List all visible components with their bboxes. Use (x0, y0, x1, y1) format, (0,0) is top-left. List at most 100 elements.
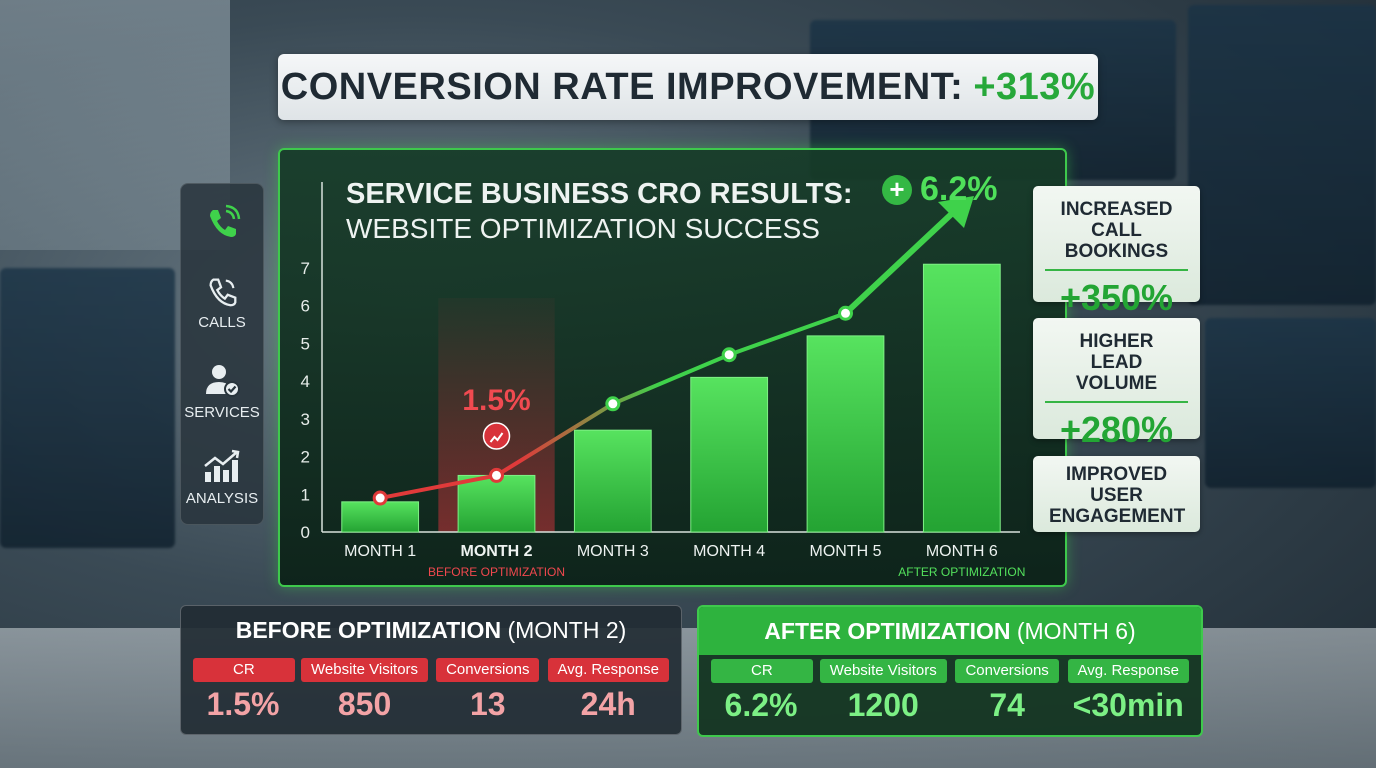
stat-value: 6.2% (724, 687, 798, 723)
trend-point (721, 347, 737, 363)
user-check-icon (206, 365, 240, 397)
y-tick-label: 6 (301, 297, 310, 316)
y-tick-label: 3 (301, 410, 310, 429)
phone-ring-icon (210, 204, 241, 237)
trend-arrow-head (938, 196, 974, 228)
sidebar-item-analysis[interactable]: ANALYSIS (181, 446, 263, 507)
bar (922, 263, 1001, 533)
x-tick-label: MONTH 2 (461, 543, 533, 560)
stat-label: Website Visitors (819, 659, 947, 683)
metric-card-call-bookings: INCREASED CALL BOOKINGS +350% (1033, 186, 1200, 318)
x-tick-label: MONTH 3 (577, 543, 649, 560)
after-stat-cr: CR 6.2% (711, 659, 813, 724)
stat-value: <30min (1072, 687, 1184, 723)
y-tick-label: 7 (301, 259, 310, 278)
bar (457, 474, 536, 533)
after-value-text: 6.2% (920, 170, 998, 208)
stat-label: Avg. Response (547, 658, 669, 682)
sidebar-label-analysis: ANALYSIS (185, 490, 259, 507)
before-stat-conversions: Conversions 13 (436, 658, 540, 723)
stat-label: Website Visitors (301, 658, 429, 682)
stat-value: 24h (580, 686, 636, 722)
before-optimization-panel: BEFORE OPTIMIZATION (MONTH 2) CR 1.5% We… (180, 605, 682, 735)
after-stats: CR 6.2% Website Visitors 1200 Conversion… (711, 659, 1189, 724)
chart-title: SERVICE BUSINESS CRO RESULTS: WEBSITE OP… (346, 178, 853, 245)
metric-card-lead-volume: HIGHER LEAD VOLUME +280% (1033, 318, 1200, 450)
background-monitor-left (0, 268, 175, 548)
bar-trend-icon (204, 449, 240, 482)
stat-value: 850 (337, 686, 392, 722)
stat-value: 13 (469, 686, 506, 722)
title-banner: CONVERSION RATE IMPROVEMENT: +313% (278, 54, 1098, 120)
bar (341, 501, 420, 533)
x-tick-label: MONTH 5 (810, 543, 882, 560)
trend-arrow-shaft (843, 203, 963, 316)
stat-value: 74 (989, 687, 1025, 723)
chart-up-icon (482, 422, 511, 450)
banner-value: +313% (973, 65, 1096, 108)
before-stats: CR 1.5% Website Visitors 850 Conversions… (193, 658, 669, 723)
y-tick-label: 0 (301, 523, 310, 542)
after-panel-subtitle: (MONTH 6) (1016, 618, 1136, 644)
stat-label: CR (193, 658, 295, 682)
metric-divider (1045, 269, 1188, 271)
after-value-callout: + 6.2% (882, 170, 998, 209)
bar (806, 335, 885, 533)
chart-title-line2: WEBSITE OPTIMIZATION SUCCESS (346, 213, 820, 244)
sidebar-label-calls: CALLS (198, 314, 246, 331)
y-tick-label: 1 (301, 485, 310, 504)
after-optimization-panel: AFTER OPTIMIZATION (MONTH 6) CR 6.2% Web… (697, 605, 1203, 737)
metric-label: INCREASED CALL BOOKINGS (1060, 199, 1173, 262)
trend-point (838, 305, 853, 321)
after-panel-title: AFTER OPTIMIZATION (764, 618, 1011, 644)
sidebar: CALLS SERVICES ANALYSIS (180, 183, 264, 525)
metric-card-user-engagement: IMPROVED USER ENGAGEMENT (1033, 456, 1200, 532)
metric-divider (1045, 401, 1188, 403)
banner-text: CONVERSION RATE IMPROVEMENT: (280, 65, 964, 108)
y-tick-label: 5 (301, 334, 310, 353)
metric-label: HIGHER LEAD VOLUME (1075, 331, 1158, 394)
chart-up-icon-stroke (489, 432, 504, 443)
sidebar-item-calls[interactable]: CALLS (181, 272, 263, 331)
after-stat-conversions: Conversions 74 (955, 659, 1059, 724)
phone-icon (209, 278, 237, 307)
plus-circle-icon: + (882, 174, 912, 205)
chart-panel: 0 1 2 3 4 5 6 7 MONTH 1 MONTH 2 MONTH 3 MONTH 4 MONT… (278, 148, 1067, 587)
sidebar-item-phone[interactable] (181, 202, 263, 246)
metric-label: IMPROVED USER ENGAGEMENT (1049, 464, 1186, 527)
after-stat-visitors: Website Visitors 1200 (819, 659, 947, 724)
metric-value: +280% (1059, 409, 1174, 450)
sidebar-label-services: SERVICES (184, 404, 260, 421)
sidebar-item-services[interactable]: SERVICES (181, 360, 263, 421)
after-stat-response: Avg. Response <30min (1067, 659, 1189, 724)
x-tick-label: MONTH 6 (926, 543, 998, 560)
stat-label: CR (711, 659, 813, 683)
trend-point (372, 490, 388, 506)
after-panel-header: AFTER OPTIMIZATION (MONTH 6) (699, 607, 1201, 655)
before-panel-header: BEFORE OPTIMIZATION (MONTH 2) (181, 606, 681, 654)
before-stat-visitors: Website Visitors 850 (301, 658, 429, 723)
trend-point (605, 396, 621, 412)
before-panel-subtitle: (MONTH 2) (507, 617, 627, 643)
stat-label: Conversions (955, 659, 1059, 683)
chart-title-line1: SERVICE BUSINESS CRO RESULTS: (346, 178, 853, 210)
x-tick-label: MONTH 4 (693, 543, 765, 560)
metric-value: +350% (1059, 277, 1174, 318)
bar (690, 376, 769, 533)
background-monitor-lower (1205, 318, 1376, 488)
y-tick-label: 2 (301, 448, 310, 467)
category-note: BEFORE OPTIMIZATION (428, 565, 565, 579)
category-note: AFTER OPTIMIZATION (898, 565, 1025, 579)
stat-value: 1200 (847, 687, 919, 723)
bar-chart: 0 1 2 3 4 5 6 7 MONTH 1 MONTH 2 MONTH 3 MONTH 4 MONT… (301, 182, 1025, 579)
stat-label: Avg. Response (1067, 659, 1189, 683)
before-value-label: 1.5% (462, 384, 530, 417)
before-stat-response: Avg. Response 24h (547, 658, 669, 723)
y-tick-label: 4 (301, 372, 310, 391)
trend-point (489, 467, 504, 483)
before-panel-title: BEFORE OPTIMIZATION (235, 617, 502, 643)
bar (573, 429, 652, 533)
stat-label: Conversions (436, 658, 540, 682)
before-stat-cr: CR 1.5% (193, 658, 295, 723)
background-monitor-right (1188, 5, 1376, 305)
